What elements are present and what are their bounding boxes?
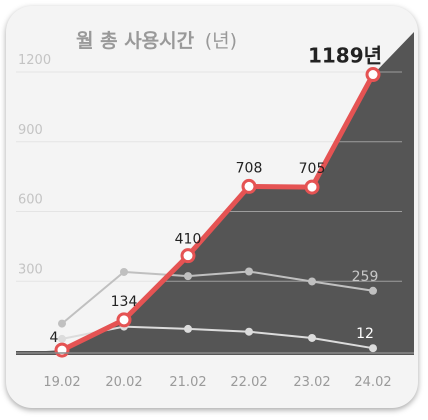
x-tick-label: 19.02	[43, 375, 80, 390]
main-data-label: 410	[175, 232, 202, 248]
series-point-1	[58, 319, 66, 328]
chart-title-text: 월 총 사용시간	[76, 30, 195, 52]
y-tick-label: 900	[18, 123, 43, 138]
chart-card: 월 총 사용시간 (년) 1200 900 600 300 4 134 410 708 705…	[6, 6, 418, 408]
line-chart: 월 총 사용시간 (년) 1200 900 600 300 4 134 410 708 705…	[16, 30, 414, 390]
series-point-1	[184, 272, 192, 281]
lines-layer	[54, 67, 381, 358]
series-point-1	[120, 267, 128, 276]
y-tick-label: 1200	[18, 53, 51, 68]
axis-layer: 19.02 20.02 21.02 22.02 23.02 24.02	[16, 352, 414, 390]
series-point-1	[369, 286, 377, 295]
chart-title: 월 총 사용시간 (년)	[76, 30, 237, 52]
main-series-point	[241, 178, 257, 194]
series-point-2	[245, 327, 253, 336]
series-point-1	[308, 277, 316, 286]
series-point-2	[308, 333, 316, 342]
main-data-label: 4	[50, 330, 59, 346]
series-data-label-1: 259	[352, 269, 379, 285]
main-series-point	[304, 179, 320, 195]
main-data-label: 134	[111, 294, 138, 310]
chart-title-unit: (년)	[205, 30, 237, 52]
x-tick-label: 20.02	[105, 375, 142, 390]
area-fill	[16, 32, 414, 355]
main-data-label: 1189년	[308, 44, 382, 68]
main-series-point	[116, 312, 132, 328]
x-tick-label: 22.02	[230, 375, 267, 390]
y-tick-label: 600	[18, 193, 43, 208]
series-point-2	[369, 344, 377, 353]
series-data-label-2: 12	[356, 326, 374, 342]
grid-layer: 1200 900 600 300	[16, 53, 402, 282]
series-point-2	[184, 324, 192, 333]
main-data-label: 705	[299, 161, 326, 177]
labels-layer: 4 134 410 708 705 1189년 259 12	[50, 44, 383, 347]
y-tick-label: 300	[18, 262, 43, 277]
area-layer	[16, 32, 414, 355]
series-point-2	[58, 334, 66, 343]
main-series-point	[365, 67, 381, 83]
main-series-line	[60, 73, 376, 353]
series-line-1	[61, 270, 374, 325]
series-line-2	[61, 325, 374, 350]
series-point-1	[245, 267, 253, 276]
x-tick-label: 24.02	[354, 375, 391, 390]
x-tick-label: 23.02	[293, 375, 330, 390]
x-tick-label: 21.02	[169, 375, 206, 390]
main-data-label: 708	[236, 160, 263, 176]
main-series-point	[180, 248, 196, 264]
